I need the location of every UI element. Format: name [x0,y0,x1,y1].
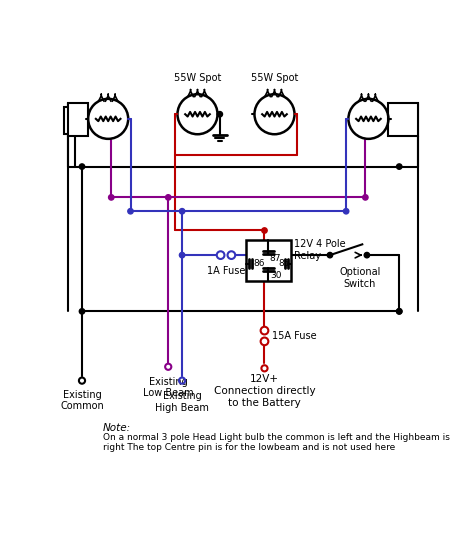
Text: 85: 85 [278,259,290,268]
Circle shape [397,309,402,314]
Circle shape [165,194,171,200]
Text: Existing
Low Beam: Existing Low Beam [143,377,193,398]
Text: 12V 4 Pole
Relay: 12V 4 Pole Relay [294,239,346,260]
Text: 30: 30 [270,271,282,280]
Circle shape [79,309,85,314]
Text: 87: 87 [270,254,282,264]
Circle shape [228,252,235,259]
Circle shape [397,309,402,314]
Text: Existing
Common: Existing Common [60,390,104,412]
Circle shape [128,208,133,214]
Circle shape [363,194,368,200]
Bar [246,240,291,281]
Bar [64,106,86,134]
Circle shape [327,253,333,258]
Circle shape [255,94,294,134]
Circle shape [165,363,171,370]
Text: 12V+
Connection directly
to the Battery: 12V+ Connection directly to the Battery [214,375,315,408]
Circle shape [261,337,268,345]
Circle shape [343,208,349,214]
Text: 55W Spot: 55W Spot [251,74,298,84]
Circle shape [217,111,222,117]
Text: Note:: Note: [103,423,131,433]
Text: 55W Spot: 55W Spot [174,74,221,84]
Text: 15A Fuse: 15A Fuse [272,331,317,341]
Circle shape [79,164,85,170]
Circle shape [79,378,85,384]
Circle shape [261,327,268,335]
Bar [389,104,418,136]
Text: 1A Fuse: 1A Fuse [207,266,245,276]
Text: Optional
Switch: Optional Switch [339,268,381,289]
Circle shape [88,99,128,139]
Circle shape [109,194,114,200]
Text: 86: 86 [254,259,265,268]
Text: Existing
High Beam: Existing High Beam [155,392,209,413]
Circle shape [397,164,402,170]
Circle shape [177,94,218,134]
Circle shape [179,253,185,258]
Circle shape [348,99,389,139]
Bar [68,104,88,136]
Circle shape [179,208,185,214]
Circle shape [364,253,370,258]
Text: On a normal 3 pole Head Light bulb the common is left and the Highbeam is
right : On a normal 3 pole Head Light bulb the c… [103,433,450,453]
Circle shape [262,228,267,233]
Circle shape [179,378,185,384]
Circle shape [261,365,267,371]
Circle shape [217,252,225,259]
